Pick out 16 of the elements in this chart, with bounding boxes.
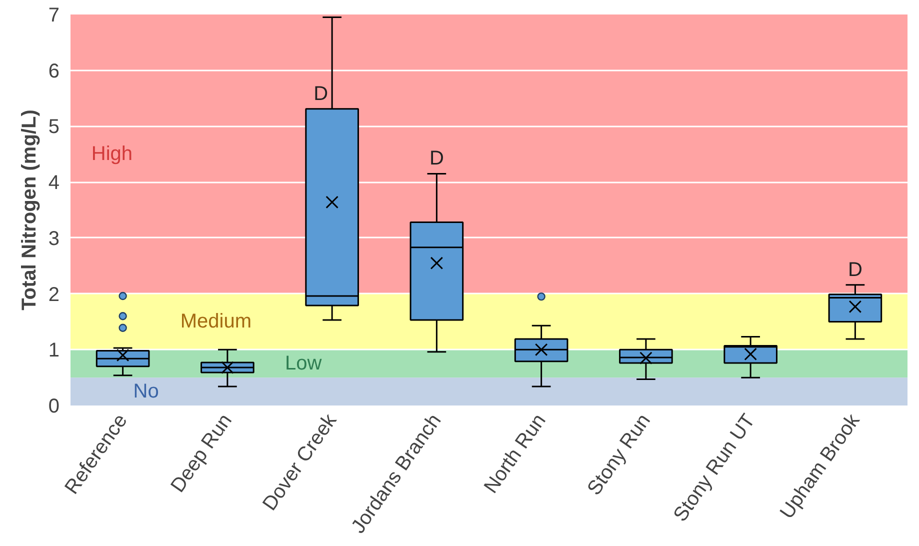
y-axis-title: Total Nitrogen (mg/L) bbox=[18, 110, 40, 310]
band-label: Low bbox=[284, 352, 322, 375]
band-label: Medium bbox=[180, 310, 252, 333]
band-label: No bbox=[133, 380, 159, 403]
annotation: D bbox=[314, 82, 328, 105]
annotation: D bbox=[848, 258, 862, 281]
y-tick-label: 7 bbox=[48, 4, 60, 26]
y-tick-label: 5 bbox=[48, 116, 60, 138]
annotation: D bbox=[429, 148, 444, 170]
y-tick-label: 1 bbox=[48, 340, 60, 362]
y-tick-label: 0 bbox=[48, 396, 60, 418]
band-label: High bbox=[91, 143, 133, 166]
y-tick-label: 4 bbox=[48, 172, 60, 194]
y-tick-label: 6 bbox=[48, 60, 60, 82]
y-tick-label: 3 bbox=[48, 228, 60, 250]
y-tick-label: 2 bbox=[48, 284, 60, 306]
